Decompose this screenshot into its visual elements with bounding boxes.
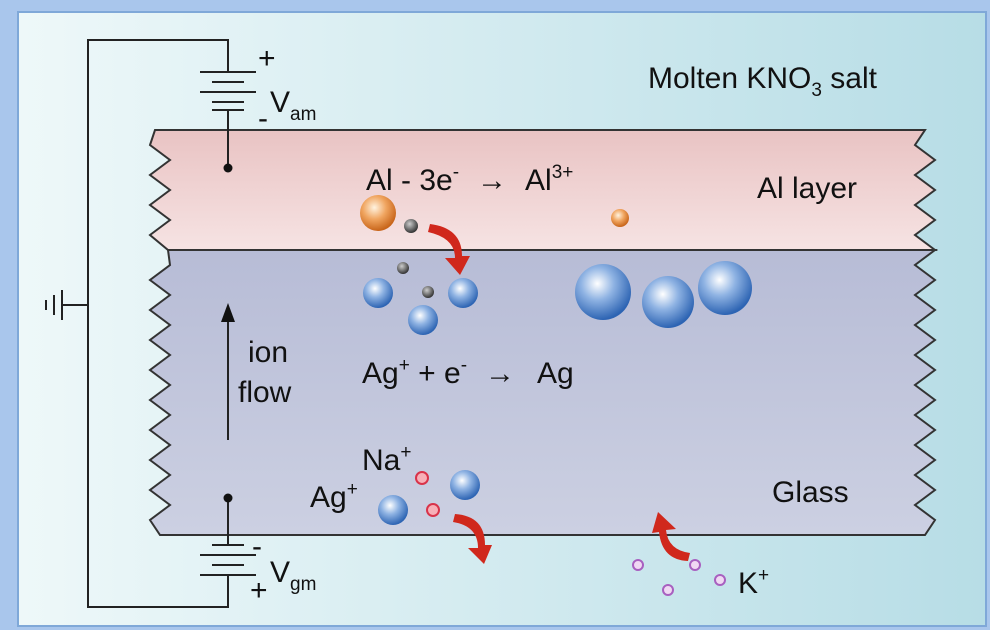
voltage-label: Vgm xyxy=(270,556,316,595)
text-part: V xyxy=(270,556,290,589)
text-part: → xyxy=(485,357,515,390)
voltage-label: Vam xyxy=(270,86,316,125)
ion-flow-label: flow xyxy=(238,376,292,409)
text-part: salt xyxy=(822,62,878,95)
text-part: + xyxy=(347,479,358,500)
text-part: + xyxy=(758,565,769,586)
plus-sign: + xyxy=(258,42,276,75)
minus-sign: - xyxy=(258,102,268,135)
circuit xyxy=(45,39,256,608)
salt-label: Molten KNO3 salt xyxy=(648,62,878,101)
text-part: - xyxy=(461,355,467,376)
text-part: + e xyxy=(410,357,461,390)
minus-sign: - xyxy=(252,530,262,563)
arrows xyxy=(428,224,690,564)
ion-label: K+ xyxy=(738,565,769,600)
ion-label: Ag+ xyxy=(310,479,358,514)
text-part: + xyxy=(399,355,410,376)
text-part: Al - 3e xyxy=(366,164,453,197)
text-part: am xyxy=(290,104,316,125)
text-part: V xyxy=(270,86,290,119)
text-part: Na xyxy=(362,444,401,477)
text-part: + xyxy=(400,442,411,463)
plus-sign: + xyxy=(250,574,268,607)
text-part: → xyxy=(477,164,507,197)
text-part: - xyxy=(453,162,459,183)
text-part: 3+ xyxy=(552,162,574,183)
text-part: Ag xyxy=(310,481,347,514)
layer-label: Al layer xyxy=(757,172,857,205)
text-part: Molten KNO xyxy=(648,62,811,95)
text-part: Al xyxy=(525,164,552,197)
layer-label: Glass xyxy=(772,476,849,509)
text-part: Ag xyxy=(537,357,574,390)
glass-layer xyxy=(148,249,938,536)
text-part: Ag xyxy=(362,357,399,390)
reaction: Al - 3e- → Al3+ xyxy=(366,162,573,197)
particles xyxy=(360,195,752,596)
text-part: K xyxy=(738,567,758,600)
text-part: gm xyxy=(290,574,316,595)
ion-flow-label: ion xyxy=(248,336,288,369)
reaction: Ag+ + e- → Ag xyxy=(362,355,574,390)
ion-label: Na+ xyxy=(362,442,411,477)
text-part: 3 xyxy=(811,80,822,101)
